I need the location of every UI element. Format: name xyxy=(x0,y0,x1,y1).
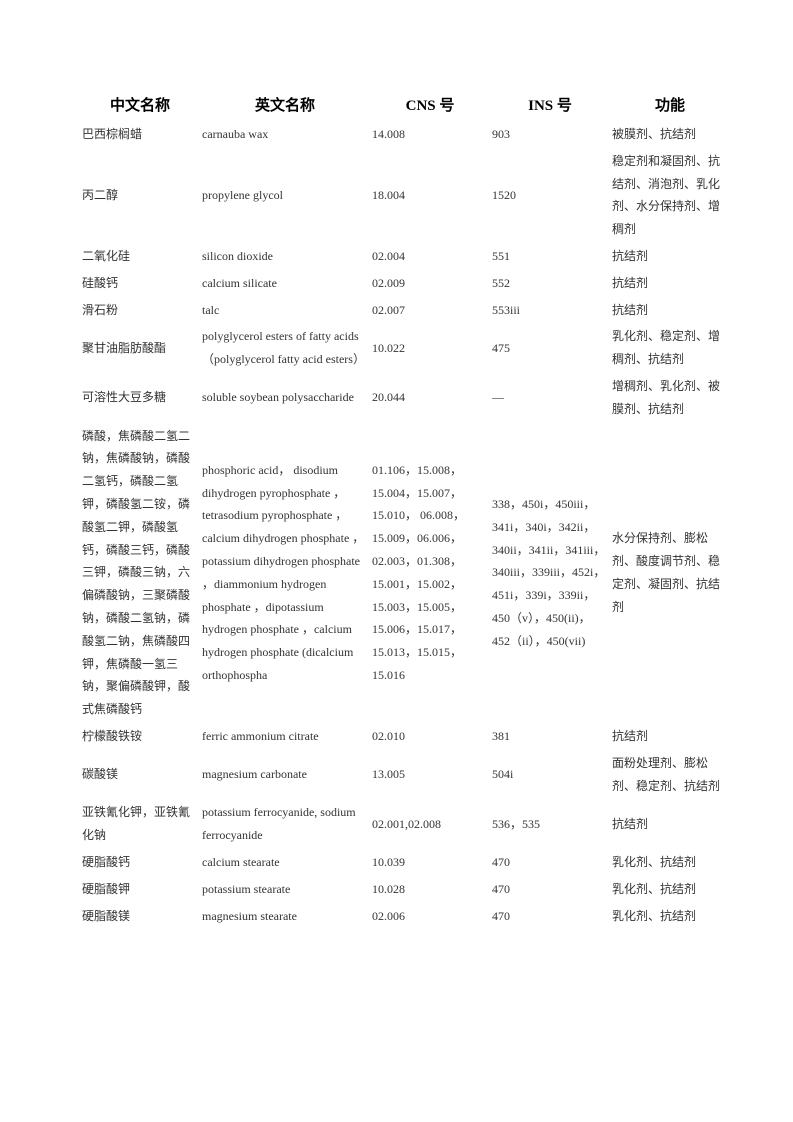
col-header-ins: INS 号 xyxy=(490,90,610,121)
cell-cn: 可溶性大豆多糖 xyxy=(80,373,200,423)
table-row: 硬脂酸钙 calcium stearate 10.039 470 乳化剂、抗结剂 xyxy=(80,849,730,876)
cell-en: potassium stearate xyxy=(200,876,370,903)
cell-fn: 抗结剂 xyxy=(610,297,730,324)
cell-ins: 536，535 xyxy=(490,799,610,849)
cell-en: carnauba wax xyxy=(200,121,370,148)
cell-ins: 553iii xyxy=(490,297,610,324)
cell-cn: 滑石粉 xyxy=(80,297,200,324)
table-row: 二氧化硅 silicon dioxide 02.004 551 抗结剂 xyxy=(80,243,730,270)
cell-ins: 338，450i，450iii，341i，340i，342ii，340ii，34… xyxy=(490,423,610,723)
table-row: 滑石粉 talc 02.007 553iii 抗结剂 xyxy=(80,297,730,324)
table-row: 硅酸钙 calcium silicate 02.009 552 抗结剂 xyxy=(80,270,730,297)
cell-fn: 面粉处理剂、膨松剂、稳定剂、抗结剂 xyxy=(610,750,730,800)
cell-en: polyglycerol esters of fatty acids（polyg… xyxy=(200,323,370,373)
cell-cn: 二氧化硅 xyxy=(80,243,200,270)
cell-cns: 10.028 xyxy=(370,876,490,903)
cell-fn: 乳化剂、抗结剂 xyxy=(610,876,730,903)
cell-cns: 02.009 xyxy=(370,270,490,297)
cell-cn: 硅酸钙 xyxy=(80,270,200,297)
table-row: 硬脂酸钾 potassium stearate 10.028 470 乳化剂、抗… xyxy=(80,876,730,903)
cell-fn: 被膜剂、抗结剂 xyxy=(610,121,730,148)
table-row: 聚甘油脂肪酸酯 polyglycerol esters of fatty aci… xyxy=(80,323,730,373)
cell-cns: 18.004 xyxy=(370,148,490,243)
cell-cns: 13.005 xyxy=(370,750,490,800)
cell-en: calcium stearate xyxy=(200,849,370,876)
cell-cn: 聚甘油脂肪酸酯 xyxy=(80,323,200,373)
cell-ins: — xyxy=(490,373,610,423)
cell-en: propylene glycol xyxy=(200,148,370,243)
cell-cn: 磷酸，焦磷酸二氢二钠，焦磷酸钠，磷酸二氢钙，磷酸二氢钾，磷酸氢二铵，磷酸氢二钾，… xyxy=(80,423,200,723)
cell-cn: 巴西棕榈蜡 xyxy=(80,121,200,148)
cell-cns: 02.010 xyxy=(370,723,490,750)
col-header-cns: CNS 号 xyxy=(370,90,490,121)
table-row: 巴西棕榈蜡 carnauba wax 14.008 903 被膜剂、抗结剂 xyxy=(80,121,730,148)
cell-ins: 470 xyxy=(490,903,610,930)
cell-en: phosphoric acid， disodium dihydrogen pyr… xyxy=(200,423,370,723)
cell-en: magnesium carbonate xyxy=(200,750,370,800)
cell-ins: 551 xyxy=(490,243,610,270)
cell-cn: 丙二醇 xyxy=(80,148,200,243)
table-row: 丙二醇 propylene glycol 18.004 1520 稳定剂和凝固剂… xyxy=(80,148,730,243)
table-row: 磷酸，焦磷酸二氢二钠，焦磷酸钠，磷酸二氢钙，磷酸二氢钾，磷酸氢二铵，磷酸氢二钾，… xyxy=(80,423,730,723)
cell-fn: 抗结剂 xyxy=(610,799,730,849)
col-header-cn: 中文名称 xyxy=(80,90,200,121)
cell-ins: 504i xyxy=(490,750,610,800)
table-row: 碳酸镁 magnesium carbonate 13.005 504i 面粉处理… xyxy=(80,750,730,800)
cell-ins: 552 xyxy=(490,270,610,297)
cell-cns: 10.039 xyxy=(370,849,490,876)
cell-cns: 02.001,02.008 xyxy=(370,799,490,849)
cell-cn: 硬脂酸镁 xyxy=(80,903,200,930)
table-body: 巴西棕榈蜡 carnauba wax 14.008 903 被膜剂、抗结剂 丙二… xyxy=(80,121,730,929)
cell-cns: 02.007 xyxy=(370,297,490,324)
cell-ins: 903 xyxy=(490,121,610,148)
col-header-fn: 功能 xyxy=(610,90,730,121)
cell-en: silicon dioxide xyxy=(200,243,370,270)
col-header-en: 英文名称 xyxy=(200,90,370,121)
cell-fn: 乳化剂、抗结剂 xyxy=(610,849,730,876)
cell-en: calcium silicate xyxy=(200,270,370,297)
cell-cn: 硬脂酸钾 xyxy=(80,876,200,903)
cell-ins: 1520 xyxy=(490,148,610,243)
cell-cn: 碳酸镁 xyxy=(80,750,200,800)
cell-ins: 381 xyxy=(490,723,610,750)
table-row: 硬脂酸镁 magnesium stearate 02.006 470 乳化剂、抗… xyxy=(80,903,730,930)
cell-fn: 稳定剂和凝固剂、抗结剂、消泡剂、乳化剂、水分保持剂、增稠剂 xyxy=(610,148,730,243)
cell-fn: 抗结剂 xyxy=(610,270,730,297)
cell-cns: 20.044 xyxy=(370,373,490,423)
cell-cns: 02.006 xyxy=(370,903,490,930)
cell-cns: 10.022 xyxy=(370,323,490,373)
additives-table: 中文名称 英文名称 CNS 号 INS 号 功能 巴西棕榈蜡 carnauba … xyxy=(80,90,730,929)
cell-en: soluble soybean polysaccharide xyxy=(200,373,370,423)
cell-ins: 475 xyxy=(490,323,610,373)
cell-fn: 抗结剂 xyxy=(610,723,730,750)
cell-fn: 乳化剂、稳定剂、增稠剂、抗结剂 xyxy=(610,323,730,373)
cell-cn: 亚铁氰化钾，亚铁氰化钠 xyxy=(80,799,200,849)
document-page: 中文名称 英文名称 CNS 号 INS 号 功能 巴西棕榈蜡 carnauba … xyxy=(0,0,793,989)
cell-cn: 柠檬酸铁铵 xyxy=(80,723,200,750)
cell-cns: 01.106，15.008，15.004，15.007，15.010， 06.0… xyxy=(370,423,490,723)
table-header-row: 中文名称 英文名称 CNS 号 INS 号 功能 xyxy=(80,90,730,121)
cell-cn: 硬脂酸钙 xyxy=(80,849,200,876)
table-row: 亚铁氰化钾，亚铁氰化钠 potassium ferrocyanide, sodi… xyxy=(80,799,730,849)
cell-en: magnesium stearate xyxy=(200,903,370,930)
cell-cns: 14.008 xyxy=(370,121,490,148)
cell-ins: 470 xyxy=(490,849,610,876)
table-row: 可溶性大豆多糖 soluble soybean polysaccharide 2… xyxy=(80,373,730,423)
cell-en: talc xyxy=(200,297,370,324)
cell-fn: 乳化剂、抗结剂 xyxy=(610,903,730,930)
cell-ins: 470 xyxy=(490,876,610,903)
cell-fn: 抗结剂 xyxy=(610,243,730,270)
cell-en: ferric ammonium citrate xyxy=(200,723,370,750)
cell-en: potassium ferrocyanide, sodium ferrocyan… xyxy=(200,799,370,849)
cell-fn: 水分保持剂、膨松剂、酸度调节剂、稳定剂、凝固剂、抗结剂 xyxy=(610,423,730,723)
table-row: 柠檬酸铁铵 ferric ammonium citrate 02.010 381… xyxy=(80,723,730,750)
cell-fn: 增稠剂、乳化剂、被膜剂、抗结剂 xyxy=(610,373,730,423)
cell-cns: 02.004 xyxy=(370,243,490,270)
